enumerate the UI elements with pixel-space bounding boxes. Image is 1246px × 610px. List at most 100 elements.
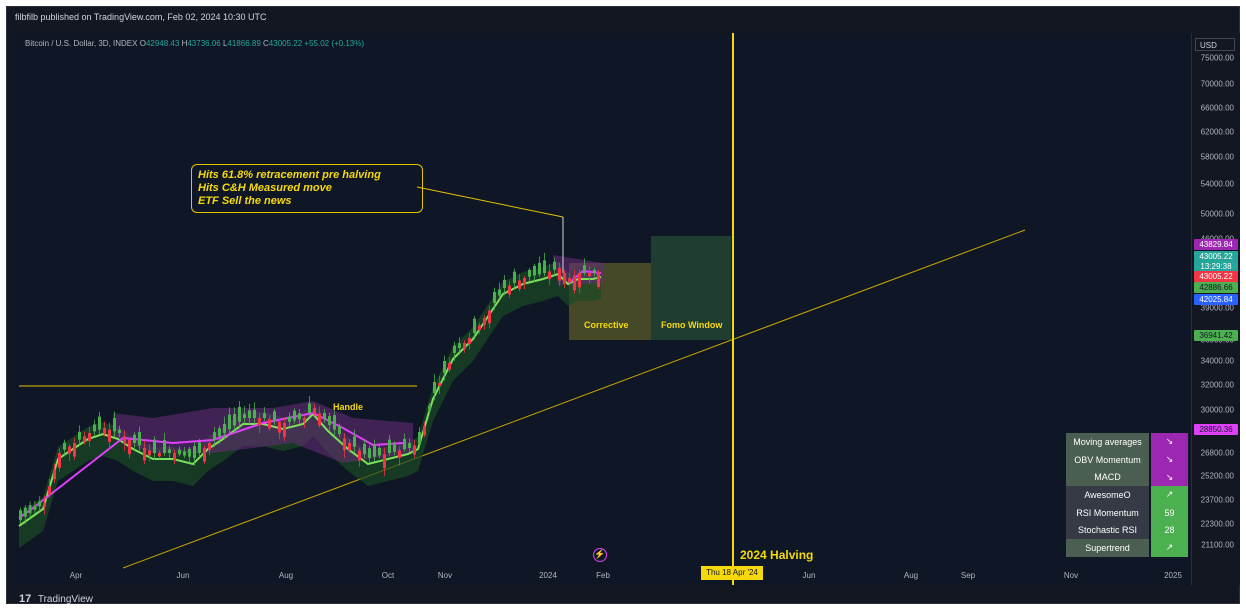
candle-body: [178, 449, 181, 455]
candle-body: [173, 453, 176, 461]
candle-body: [393, 444, 396, 452]
candle-body: [498, 289, 501, 296]
candle-body: [223, 424, 226, 433]
price-label: 43829.84: [1194, 239, 1238, 250]
dashboard-indicator-name: Stochastic RSI: [1066, 521, 1149, 540]
candle-body: [363, 443, 366, 455]
price-label: 43005.22: [1194, 251, 1238, 262]
fomo-window-zone: [651, 236, 731, 340]
candle-body: [558, 268, 561, 281]
callout-annotation[interactable]: Hits 61.8% retracement pre halving Hits …: [191, 164, 423, 213]
candle-body: [88, 433, 91, 441]
candle-body: [208, 443, 211, 450]
high-value: 43736.06: [187, 39, 221, 48]
candle-body: [53, 469, 56, 480]
price-label: 13:29:38: [1194, 261, 1238, 272]
dashboard-indicator-name: OBV Momentum: [1066, 450, 1149, 469]
candle-body: [128, 439, 131, 455]
price-tick: 66000.00: [1200, 103, 1234, 113]
candle-body: [153, 439, 156, 453]
candle-body: [193, 446, 196, 458]
candle-body: [298, 413, 301, 420]
price-axis[interactable]: 75000.00 70000.00 66000.00 62000.00 58000.00…: [1191, 33, 1240, 585]
candle-body: [243, 414, 246, 418]
candle-body: [428, 405, 431, 410]
price-tick: 25200.00: [1200, 471, 1234, 481]
lightning-event-icon[interactable]: ⚡: [593, 548, 607, 562]
candle-body: [373, 444, 376, 457]
candle-body: [368, 448, 371, 458]
candle-body: [443, 360, 446, 373]
candle-body: [523, 278, 526, 285]
candle-body: [263, 413, 266, 418]
candle-body: [133, 434, 136, 443]
time-axis[interactable]: Apr Jun Aug Oct Nov 2024 Feb Jun Aug Sep Nov 2025: [13, 565, 1191, 585]
dashboard-indicator-name: Moving averages: [1066, 433, 1149, 451]
symbol-legend: Bitcoin / U.S. Dollar, 3D, INDEX O42948.…: [25, 39, 365, 48]
corrective-label: Corrective: [584, 320, 629, 330]
time-tick: Apr: [69, 571, 83, 580]
candle-body: [98, 416, 101, 430]
price-label: 36941.42: [1194, 330, 1238, 341]
tradingview-footer[interactable]: 17 TradingView: [19, 593, 93, 605]
candle-body: [103, 428, 106, 434]
chart-area[interactable]: Bitcoin / U.S. Dollar, 3D, INDEX O42948.…: [13, 33, 1191, 585]
candle-body: [548, 271, 551, 279]
candle-body: [143, 448, 146, 461]
dashboard-row: RSI Momentum 59: [1066, 503, 1188, 522]
candle-body: [288, 416, 291, 422]
candle-body: [148, 450, 151, 456]
candle-body: [573, 275, 576, 291]
dashboard-indicator-value: ↘: [1151, 450, 1188, 469]
price-label: 43005.22: [1194, 271, 1238, 282]
price-tick: 34000.00: [1200, 356, 1234, 366]
price-tick: 22300.00: [1200, 519, 1234, 529]
candle-body: [418, 432, 421, 443]
time-tick: Oct: [381, 571, 395, 580]
candle-body: [213, 432, 216, 440]
tradingview-logo-icon: 17: [19, 593, 32, 605]
candle-body: [378, 447, 381, 456]
candle-body: [483, 318, 486, 325]
callout-pointer: [416, 186, 564, 218]
symbol-title[interactable]: Bitcoin / U.S. Dollar, 3D, INDEX: [25, 39, 138, 48]
candle-body: [513, 271, 516, 283]
price-tick: 50000.00: [1200, 209, 1234, 219]
price-tick: 70000.00: [1200, 79, 1234, 89]
candle-body: [23, 507, 27, 517]
tradingview-frame: filbfilb published on TradingView.com, F…: [6, 6, 1240, 605]
price-tick: 54000.00: [1200, 179, 1234, 189]
candle-body: [488, 310, 491, 324]
candle-body: [458, 343, 461, 348]
candle-body: [463, 343, 466, 349]
dashboard-indicator-value: ↗: [1151, 486, 1188, 504]
halving-date-label: Thu 18 Apr '24: [701, 566, 763, 580]
candle-body: [33, 505, 37, 510]
candle-body: [408, 443, 411, 448]
candle-body: [268, 419, 271, 429]
candle-body: [358, 450, 361, 461]
candle-body: [528, 269, 531, 277]
candle-body: [453, 345, 456, 353]
trendline: [122, 229, 1026, 569]
price-tick: 62000.00: [1200, 127, 1234, 137]
callout-line-1: Hits 61.8% retracement pre halving: [198, 169, 381, 181]
candle-body: [538, 262, 541, 275]
candle-body: [448, 363, 451, 370]
candle-body: [118, 429, 121, 433]
time-tick: Aug: [903, 571, 919, 580]
tradingview-brand: TradingView: [37, 594, 93, 605]
time-tick: Jun: [802, 571, 816, 580]
candle-body: [28, 505, 32, 514]
price-tick: 21100.00: [1201, 540, 1234, 550]
candle-body: [323, 412, 326, 420]
chart-canvas[interactable]: [13, 33, 1191, 585]
candle-body: [308, 403, 311, 413]
candle-body: [168, 449, 171, 453]
candle-body: [328, 416, 331, 425]
candle-body: [293, 410, 296, 421]
candle-body: [348, 443, 351, 451]
currency-button[interactable]: USD: [1195, 38, 1235, 51]
dashboard-row: Stochastic RSI 28: [1066, 521, 1188, 540]
time-tick: Aug: [278, 571, 294, 580]
